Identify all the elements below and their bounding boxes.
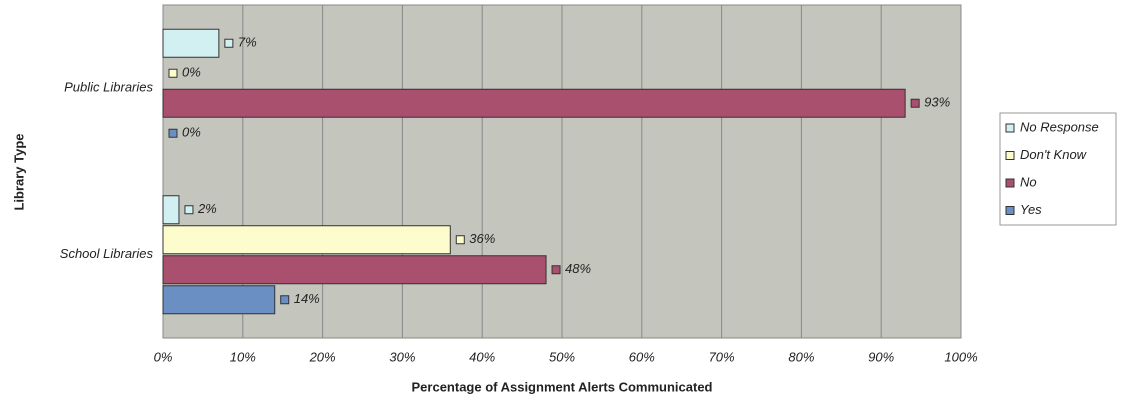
legend-swatch bbox=[1005, 151, 1015, 160]
label-marker bbox=[455, 235, 465, 245]
label-marker bbox=[168, 68, 178, 78]
data-label: 0% bbox=[182, 65, 201, 80]
legend bbox=[999, 112, 1117, 226]
x-tick-label: 90% bbox=[868, 349, 894, 364]
x-tick-label: 40% bbox=[469, 349, 495, 364]
bar bbox=[162, 255, 547, 285]
y-tick-label: Public Libraries bbox=[64, 80, 153, 95]
legend-label: No Response bbox=[1020, 119, 1099, 134]
x-tick-label: 70% bbox=[709, 349, 735, 364]
label-marker bbox=[168, 128, 178, 138]
legend-swatch bbox=[1005, 178, 1015, 188]
legend-swatch bbox=[1005, 206, 1015, 215]
label-marker bbox=[224, 38, 234, 48]
x-tick-label: 60% bbox=[629, 349, 655, 364]
x-tick-label: 80% bbox=[788, 349, 814, 364]
bar bbox=[162, 195, 180, 225]
bar bbox=[162, 225, 451, 255]
x-axis-title: Percentage of Assignment Alerts Communic… bbox=[412, 379, 713, 394]
data-label: 7% bbox=[238, 35, 257, 50]
x-tick-label: 20% bbox=[309, 349, 336, 364]
bar bbox=[162, 88, 906, 118]
data-label: 14% bbox=[294, 291, 320, 306]
data-label: 0% bbox=[182, 125, 201, 140]
y-tick-label: School Libraries bbox=[60, 246, 154, 261]
y-axis-title: Library Type bbox=[11, 133, 26, 210]
legend-label: Yes bbox=[1020, 202, 1042, 217]
bar bbox=[162, 28, 220, 58]
legend-label: No bbox=[1020, 174, 1037, 189]
legend-swatch bbox=[1005, 123, 1015, 133]
data-label: 48% bbox=[565, 261, 591, 276]
x-tick-label: 0% bbox=[154, 349, 173, 364]
label-marker bbox=[280, 295, 290, 305]
x-tick-label: 50% bbox=[549, 349, 575, 364]
x-tick-label: 100% bbox=[944, 349, 977, 364]
label-marker bbox=[184, 205, 194, 215]
x-tick-label: 10% bbox=[230, 349, 256, 364]
data-label: 36% bbox=[469, 231, 495, 246]
label-marker bbox=[551, 265, 561, 275]
x-tick-label: 30% bbox=[389, 349, 415, 364]
bar bbox=[162, 285, 276, 315]
data-label: 93% bbox=[924, 95, 950, 110]
label-marker bbox=[910, 98, 920, 108]
legend-label: Don't Know bbox=[1020, 147, 1088, 162]
data-label: 2% bbox=[197, 201, 217, 216]
